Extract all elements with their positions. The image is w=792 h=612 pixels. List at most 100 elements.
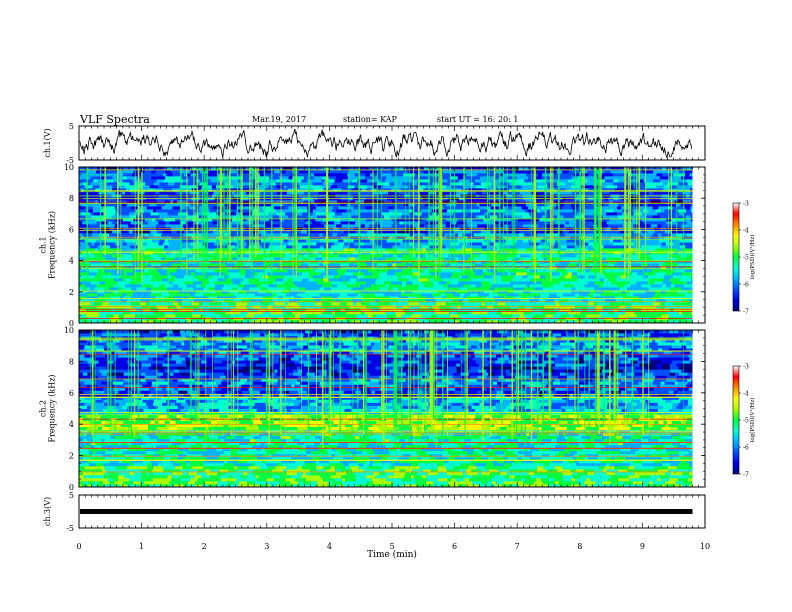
spectrogram-cell — [401, 281, 407, 285]
spectrogram-cell — [275, 471, 287, 476]
spectrogram-cell — [201, 212, 211, 216]
spectrogram-cell — [97, 481, 103, 485]
spectrogram-cell — [665, 471, 671, 476]
spectrogram-cell — [568, 254, 577, 258]
spectrogram-cell — [284, 275, 293, 279]
spectrogram-cell — [555, 263, 563, 267]
spectrogram-cell — [496, 269, 506, 273]
spectrogram-cell — [146, 471, 150, 476]
spectrogram-cell — [79, 206, 85, 210]
spectrogram-cell — [379, 275, 392, 279]
spectrogram-cell — [173, 284, 178, 288]
spectrogram-cell — [272, 272, 281, 276]
spectrogram-cell — [687, 257, 693, 261]
spectrogram-cell — [453, 212, 464, 216]
spectrogram-cell — [342, 245, 349, 249]
spectrogram-cell — [123, 468, 135, 473]
spectrogram-cell — [209, 311, 215, 315]
spectrogram-cell — [172, 167, 184, 171]
spectrogram-cell — [331, 299, 337, 303]
spectrogram-cell — [278, 233, 282, 237]
spectrogram-cell — [520, 278, 526, 282]
spectrogram-cell — [570, 182, 575, 186]
spectrogram-cell — [636, 206, 640, 210]
spectrogram-cell — [468, 275, 475, 279]
spectrogram-cell — [92, 474, 105, 479]
spectrogram-cell — [301, 242, 307, 246]
spectrogram-cell — [624, 191, 629, 195]
spectrogram-sferic — [295, 167, 297, 278]
spectrogram-cell — [603, 266, 616, 270]
spectrogram-cell — [691, 293, 693, 297]
spectrogram-cell — [601, 239, 610, 243]
spectrogram-cell — [386, 221, 394, 225]
spectrogram-cell — [194, 275, 204, 279]
spectrogram-cell — [184, 477, 190, 482]
spectrogram-cell — [92, 185, 100, 189]
spectrogram-cell — [142, 308, 151, 312]
spectrogram-cell — [534, 248, 544, 252]
spectrogram-cell — [438, 209, 448, 213]
spectrogram-cell — [116, 167, 123, 171]
spectrogram-cell — [450, 314, 460, 318]
spectrogram-cell — [207, 182, 217, 186]
spectrogram-cell — [87, 287, 91, 291]
spectrogram-cell — [79, 257, 86, 261]
spectrogram-cell — [223, 284, 229, 288]
spectrogram-cell — [362, 230, 368, 234]
spectrogram-cell — [459, 257, 468, 261]
spectrogram-cell — [497, 468, 502, 473]
spectrogram-cell — [621, 212, 626, 216]
spectrogram-band — [79, 301, 693, 303]
spectrogram-cell — [240, 233, 251, 237]
spectrogram-cell — [266, 308, 274, 312]
spectrogram-cell — [105, 191, 116, 195]
spectrogram-cell — [433, 474, 438, 479]
spectrogram-cell — [496, 245, 501, 249]
spectrogram-cell — [542, 284, 553, 288]
spectrogram-cell — [130, 167, 136, 171]
spectrogram-cell — [186, 215, 199, 219]
spectrogram-cell — [629, 269, 641, 273]
spectrogram-cell — [526, 173, 539, 177]
spectrogram-cell — [242, 212, 253, 216]
spectrogram-cell — [603, 278, 609, 282]
spectrogram-cell — [420, 465, 430, 470]
spectrogram-cell — [258, 176, 270, 180]
spectrogram-cell — [412, 215, 419, 219]
spectrogram-cell — [211, 215, 219, 219]
spectrogram-cell — [305, 296, 313, 300]
spectrogram-cell — [690, 191, 693, 195]
spectrogram-cell — [265, 269, 274, 273]
spectrogram-cell — [253, 224, 265, 228]
spectrogram-cell — [188, 206, 196, 210]
spectrogram-cell — [421, 212, 433, 216]
spectrogram-sferic — [597, 167, 600, 266]
spectrogram-cell — [471, 468, 481, 473]
spectrogram-cell — [476, 230, 481, 234]
spectrogram-cell — [89, 221, 97, 225]
spectrogram-cell — [195, 257, 206, 261]
spectrogram-cell — [265, 173, 270, 177]
spectrogram-cell — [386, 167, 397, 171]
spectrogram-cell — [452, 206, 458, 210]
spectrogram-cell — [274, 257, 283, 261]
spectrogram-cell — [210, 272, 218, 276]
spectrogram-cell — [668, 176, 673, 180]
spectrogram-cell — [297, 245, 303, 249]
spectrogram-cell — [506, 471, 512, 476]
spectrogram-cell — [326, 281, 332, 285]
spectrogram-cell — [504, 474, 510, 479]
spectrogram-cell — [663, 308, 671, 312]
spectrogram-cell — [657, 477, 662, 482]
spectrogram-cell — [398, 299, 404, 303]
spectrogram-cell — [248, 278, 259, 282]
spectrogram-cell — [125, 188, 130, 192]
spectrogram-cell — [512, 167, 519, 171]
spectrogram-cell — [682, 471, 689, 476]
spectrogram-cell — [217, 484, 221, 488]
spectrogram-cell — [103, 242, 116, 246]
spectrogram-cell — [311, 245, 320, 249]
spectrogram-cell — [144, 269, 149, 273]
spectrogram-cell — [508, 233, 519, 237]
